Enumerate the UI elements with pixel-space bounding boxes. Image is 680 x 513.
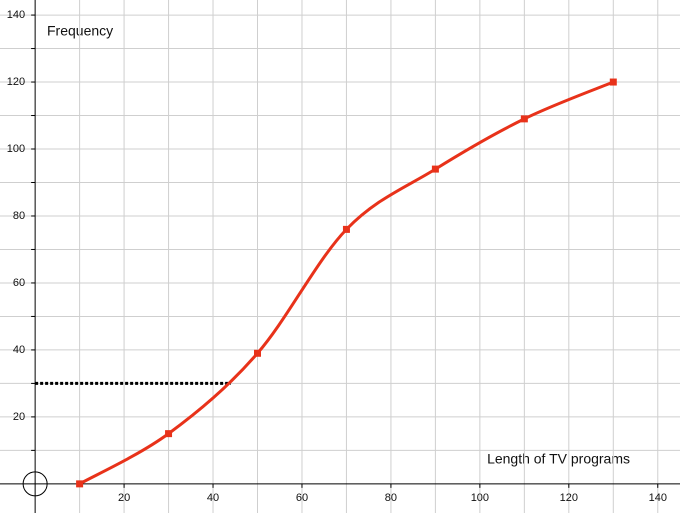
y-tick-label: 20 — [13, 411, 25, 423]
point — [254, 349, 262, 357]
point — [342, 225, 350, 233]
point — [76, 480, 84, 488]
x-tick-label: 20 — [118, 492, 130, 504]
y-tick-label: 60 — [13, 277, 25, 289]
x-tick-label: 120 — [560, 492, 578, 504]
x-tick-label: 100 — [471, 492, 489, 504]
y-tick-label: 140 — [7, 9, 25, 21]
y-tick-label: 100 — [7, 143, 25, 155]
origin-marker — [22, 471, 48, 497]
x-tick-label: 140 — [649, 492, 667, 504]
point — [165, 430, 173, 438]
y-tick-label: 40 — [13, 344, 25, 356]
point — [431, 165, 439, 173]
x-axis-label: Length of TV programs — [487, 451, 630, 467]
y-tick-label: 120 — [7, 76, 25, 88]
point — [609, 78, 617, 86]
x-tick-label: 80 — [385, 492, 397, 504]
point — [520, 115, 528, 123]
x-tick-label: 40 — [207, 492, 219, 504]
x-tick-label: 60 — [296, 492, 308, 504]
y-tick-label: 80 — [13, 210, 25, 222]
